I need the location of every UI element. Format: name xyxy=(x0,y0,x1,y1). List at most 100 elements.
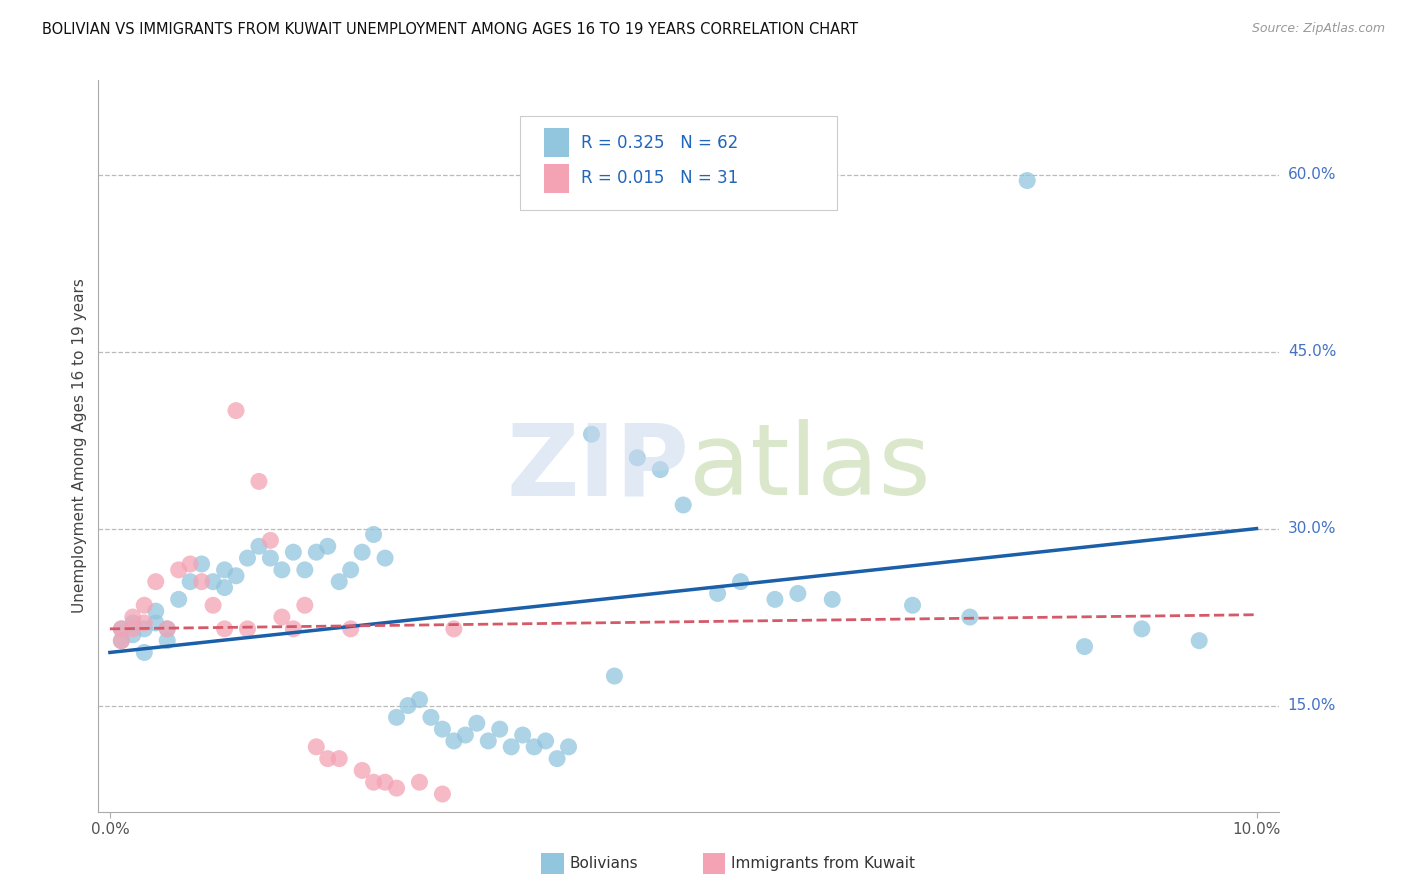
Point xyxy=(110,633,132,648)
Point xyxy=(225,568,247,582)
Point xyxy=(134,622,156,636)
Point xyxy=(134,599,156,613)
Point xyxy=(352,764,374,778)
Point xyxy=(259,533,281,548)
Point xyxy=(247,475,270,489)
Point xyxy=(432,787,454,801)
Point xyxy=(190,574,212,589)
Point xyxy=(546,751,568,765)
Point xyxy=(316,751,339,765)
Point xyxy=(225,403,247,417)
Text: 45.0%: 45.0% xyxy=(1288,344,1336,359)
Point xyxy=(236,551,259,566)
Point xyxy=(454,728,477,742)
Point xyxy=(270,610,292,624)
Point xyxy=(121,622,143,636)
Point xyxy=(408,692,430,706)
Point xyxy=(385,781,408,796)
Point xyxy=(523,739,546,754)
Point xyxy=(730,574,752,589)
Point xyxy=(110,622,132,636)
Text: Bolivians: Bolivians xyxy=(569,856,638,871)
Point xyxy=(650,462,672,476)
Point xyxy=(110,633,132,648)
Point xyxy=(134,615,156,630)
Point xyxy=(477,734,499,748)
Point xyxy=(202,574,225,589)
Point xyxy=(786,586,808,600)
Text: BOLIVIAN VS IMMIGRANTS FROM KUWAIT UNEMPLOYMENT AMONG AGES 16 TO 19 YEARS CORREL: BOLIVIAN VS IMMIGRANTS FROM KUWAIT UNEMP… xyxy=(42,22,858,37)
Text: 15.0%: 15.0% xyxy=(1288,698,1336,713)
Point xyxy=(901,599,924,613)
Point xyxy=(959,610,981,624)
Point xyxy=(202,599,225,613)
Point xyxy=(432,722,454,736)
Point xyxy=(1130,622,1153,636)
Text: 30.0%: 30.0% xyxy=(1288,521,1336,536)
Point xyxy=(1017,173,1039,187)
Point xyxy=(408,775,430,789)
Point xyxy=(763,592,786,607)
Text: Source: ZipAtlas.com: Source: ZipAtlas.com xyxy=(1251,22,1385,36)
Point xyxy=(167,563,190,577)
Point xyxy=(294,563,316,577)
Point xyxy=(156,622,179,636)
Point xyxy=(134,645,156,659)
Point xyxy=(179,557,201,571)
Point xyxy=(145,574,167,589)
Point xyxy=(626,450,648,465)
Point xyxy=(581,427,603,442)
Point xyxy=(328,574,350,589)
Point xyxy=(236,622,259,636)
Point xyxy=(420,710,443,724)
Point xyxy=(396,698,419,713)
Point xyxy=(328,751,350,765)
Point xyxy=(339,563,361,577)
Point xyxy=(214,622,236,636)
Point xyxy=(270,563,292,577)
Point xyxy=(121,615,143,630)
Point xyxy=(294,599,316,613)
Point xyxy=(156,633,179,648)
Y-axis label: Unemployment Among Ages 16 to 19 years: Unemployment Among Ages 16 to 19 years xyxy=(72,278,87,614)
Point xyxy=(110,622,132,636)
Point xyxy=(145,604,167,618)
Point xyxy=(316,539,339,553)
Point xyxy=(363,527,385,541)
Text: atlas: atlas xyxy=(689,419,931,516)
Point xyxy=(121,628,143,642)
Point xyxy=(385,710,408,724)
Point xyxy=(214,581,236,595)
Point xyxy=(534,734,557,748)
Text: R = 0.015   N = 31: R = 0.015 N = 31 xyxy=(581,169,738,187)
Point xyxy=(363,775,385,789)
Point xyxy=(305,545,328,559)
Point xyxy=(465,716,488,731)
Point xyxy=(179,574,201,589)
Point xyxy=(443,734,465,748)
Text: Immigrants from Kuwait: Immigrants from Kuwait xyxy=(731,856,915,871)
Point xyxy=(145,615,167,630)
Point xyxy=(121,610,143,624)
Point xyxy=(283,622,305,636)
Point xyxy=(603,669,626,683)
Text: R = 0.325   N = 62: R = 0.325 N = 62 xyxy=(581,134,738,152)
Point xyxy=(190,557,212,571)
Point xyxy=(672,498,695,512)
Point xyxy=(283,545,305,559)
Point xyxy=(247,539,270,553)
Point xyxy=(214,563,236,577)
Text: 60.0%: 60.0% xyxy=(1288,167,1336,182)
Point xyxy=(501,739,523,754)
Point xyxy=(352,545,374,559)
Point xyxy=(305,739,328,754)
Point xyxy=(557,739,579,754)
Point xyxy=(1073,640,1095,654)
Point xyxy=(488,722,510,736)
Point xyxy=(374,551,396,566)
Point xyxy=(512,728,534,742)
Point xyxy=(1188,633,1211,648)
Point xyxy=(339,622,361,636)
Point xyxy=(443,622,465,636)
Point xyxy=(156,622,179,636)
